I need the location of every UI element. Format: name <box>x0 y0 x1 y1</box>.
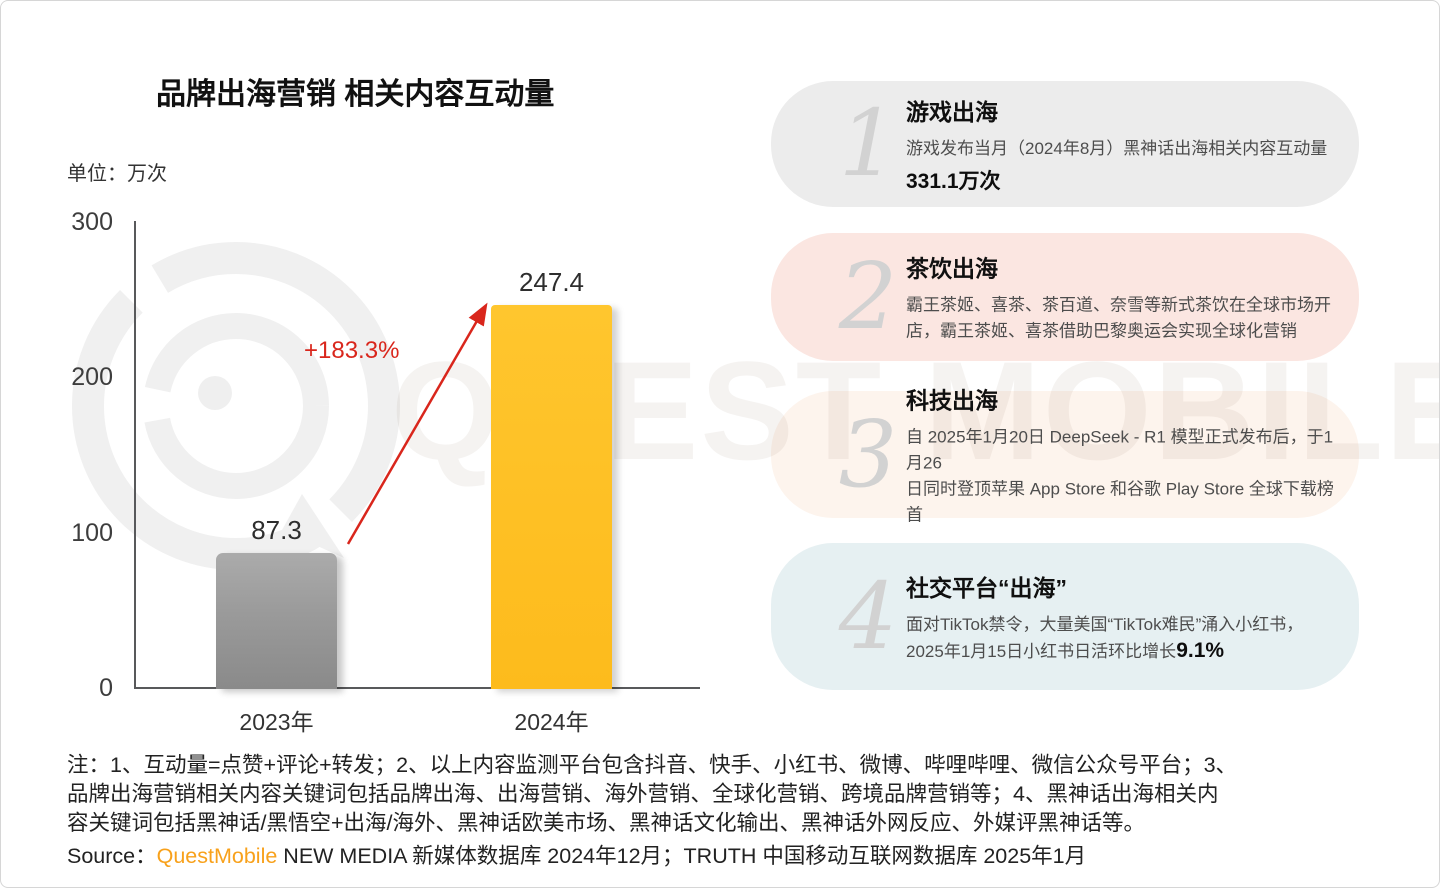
card-game-overseas: 1 游戏出海 游戏发布当月（2024年8月）黑神话出海相关内容互动量 331.1… <box>771 81 1359 207</box>
growth-label: +183.3% <box>304 337 400 364</box>
y-tick-label: 0 <box>99 674 113 702</box>
footnote: 注：1、互动量=点赞+评论+转发；2、以上内容监测平台包含抖音、快手、小红书、微… <box>67 751 1237 838</box>
bar-2023 <box>216 553 337 689</box>
x-label-2024: 2024年 <box>514 709 589 735</box>
card-body: 自 2025年1月20日 DeepSeek - R1 模型正式发布后，于1月26… <box>906 427 1334 524</box>
card-title: 游戏出海 <box>906 99 998 125</box>
footnote-line: 注：1、互动量=点赞+评论+转发；2、以上内容监测平台包含抖音、快手、小红书、微… <box>67 753 1238 777</box>
card-number: 1 <box>838 90 898 197</box>
card-number: 4 <box>838 562 898 670</box>
source-prefix: Source： <box>67 844 157 868</box>
bar-2024 <box>491 304 612 689</box>
card-body: 霸王茶姬、喜茶、茶百道、奈雪等新式茶饮在全球市场开 店，霸王茶姬、喜茶借助巴黎奥… <box>906 295 1331 341</box>
source-line: Source：QuestMobile NEW MEDIA 新媒体数据库 2024… <box>67 839 1086 870</box>
card-title: 科技出海 <box>906 387 998 413</box>
x-axis-line <box>134 687 700 689</box>
x-label-2023: 2023年 <box>239 709 314 735</box>
source-brand: QuestMobile <box>156 844 278 868</box>
bar-value-2024: 247.4 <box>518 266 585 297</box>
card-tech-overseas: 3 科技出海 自 2025年1月20日 DeepSeek - R1 模型正式发布… <box>771 387 1359 524</box>
card-title: 茶饮出海 <box>906 255 998 282</box>
bar-value-2023: 87.3 <box>251 515 302 546</box>
page-title: 品牌出海营销 相关内容互动量 <box>156 78 555 111</box>
unit-label: 单位：万次 <box>67 163 167 185</box>
card-body: 游戏发布当月（2024年8月）黑神话出海相关内容互动量 <box>906 139 1328 158</box>
card-number: 3 <box>838 400 898 508</box>
source-rest: NEW MEDIA 新媒体数据库 2024年12月；TRUTH 中国移动互联网数… <box>277 844 1087 868</box>
y-tick-label: 200 <box>71 363 113 392</box>
card-social-overseas: 4 社交平台“出海” 面对TikTok禁令，大量美国“TikTok难民”涌入小红… <box>771 543 1359 690</box>
card-number: 2 <box>838 243 898 350</box>
card-highlight-value: 331.1万次 <box>906 170 1001 193</box>
card-body: 面对TikTok禁令，大量美国“TikTok难民”涌入小红书， 2025年1月1… <box>906 614 1304 662</box>
card-tea-overseas: 2 茶饮出海 霸王茶姬、喜茶、茶百道、奈雪等新式茶饮在全球市场开 店，霸王茶姬、… <box>771 233 1359 361</box>
y-tick-label: 100 <box>71 518 113 547</box>
footnote-line: 容关键词包括黑神话/黑悟空+出海/海外、黑神话欧美市场、黑神话文化输出、黑神话外… <box>67 811 1146 835</box>
card-title: 社交平台“出海” <box>906 574 1067 601</box>
y-axis-line <box>134 221 136 689</box>
footnote-line: 品牌出海营销相关内容关键词包括品牌出海、出海营销、海外营销、全球化营销、跨境品牌… <box>67 782 1219 806</box>
y-tick-label: 300 <box>71 208 113 236</box>
card-highlight-value: 9.1% <box>1176 638 1225 662</box>
